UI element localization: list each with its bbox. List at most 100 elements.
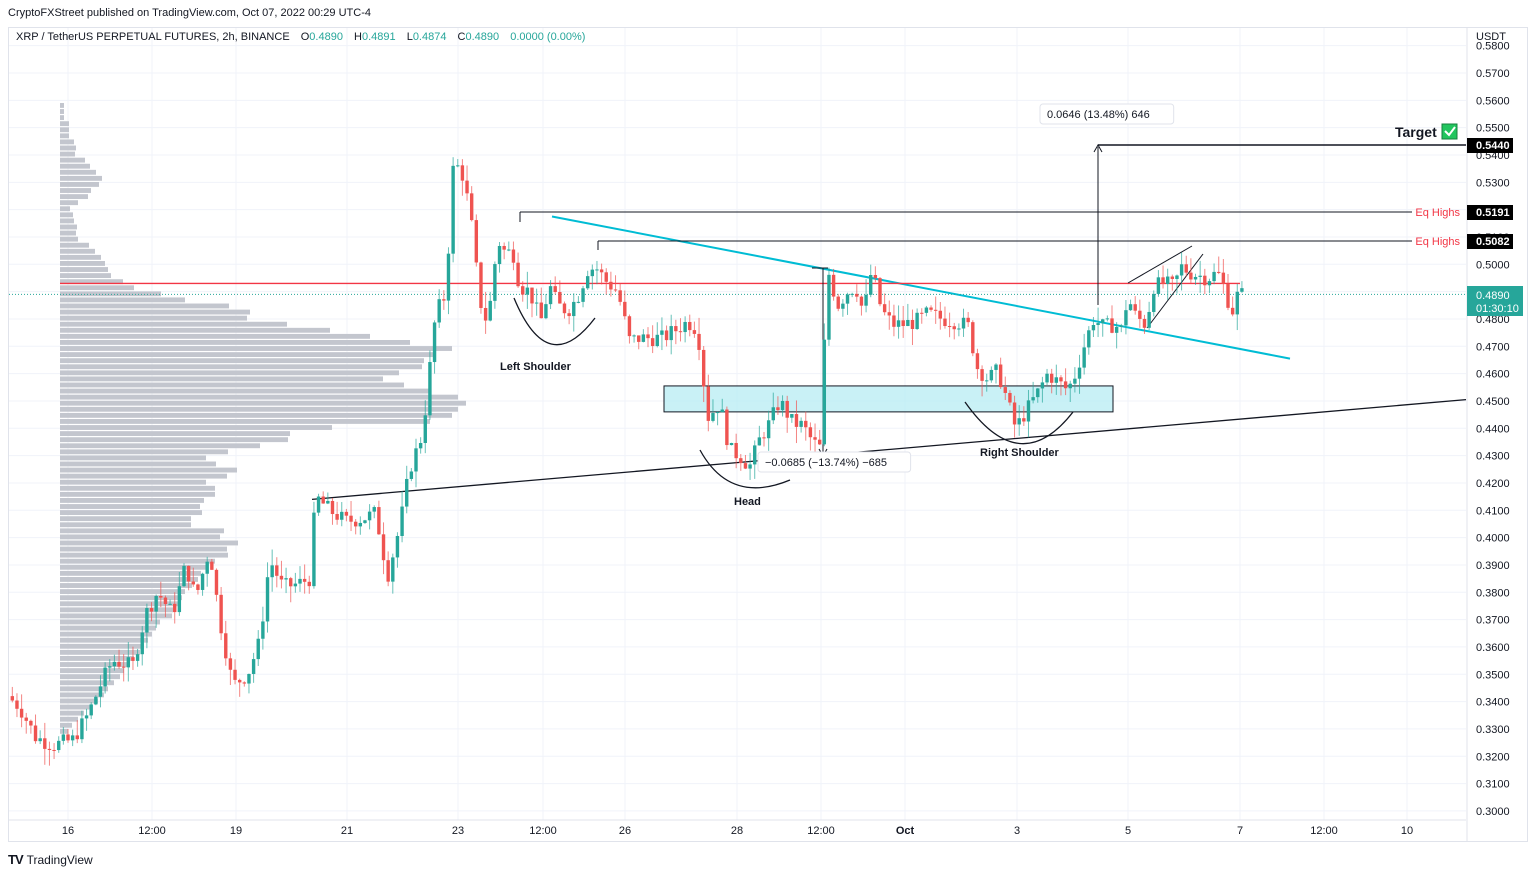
- volume-profile-bar: [60, 613, 172, 619]
- last-price-tag: [1467, 286, 1523, 316]
- candle-down: [1008, 392, 1012, 403]
- volume-profile-bar: [60, 145, 76, 151]
- price-tag-label[interactable]: 0.5082: [1476, 236, 1510, 248]
- demand-zone[interactable]: [663, 385, 1114, 413]
- check-mark-icon: [1444, 126, 1456, 137]
- pattern-label[interactable]: Right Shoulder: [980, 447, 1060, 459]
- price-tick-label: 0.5800: [1476, 41, 1510, 53]
- measure-label-box[interactable]: [1039, 103, 1175, 125]
- candle-up: [989, 369, 994, 381]
- candle-down: [1049, 373, 1054, 383]
- volume-profile-bar: [60, 479, 206, 485]
- candle-up: [641, 334, 646, 342]
- candle-up: [70, 735, 75, 741]
- right-shoulder-arc[interactable]: [964, 401, 1074, 445]
- drawing-lines[interactable]: [9, 143, 1467, 500]
- eq-highs-label[interactable]: Eq Highs: [1415, 207, 1460, 219]
- candle-down: [1226, 283, 1230, 308]
- volume-profile-bar: [60, 498, 204, 503]
- candle-down: [892, 315, 896, 327]
- volume-profile-bar: [60, 631, 152, 637]
- candle-down: [1203, 275, 1207, 286]
- candle-up: [906, 319, 910, 327]
- grid: [9, 28, 1466, 820]
- volume-profile-bar: [60, 728, 68, 734]
- volume-profile-bar: [60, 637, 148, 643]
- candle-down: [307, 581, 311, 587]
- candle-down: [762, 437, 766, 439]
- candle-down: [674, 326, 678, 332]
- candle-up: [312, 512, 316, 587]
- annotations[interactable]: Left Shoulder Head Right Shoulder 0.0646 (1…: [500, 103, 1460, 508]
- price-tick-label: 0.4500: [1476, 396, 1510, 408]
- candle-down: [344, 511, 349, 516]
- last-price-value[interactable]: 0.4890: [1476, 290, 1510, 302]
- time-axis[interactable]: 16 12:00 19 21 23 12:00 26 28 12:00 Oct 3 5 7 12:00 10: [9, 819, 1466, 837]
- time-tick-label: 16: [62, 825, 74, 837]
- time-tick-label: 10: [1401, 825, 1413, 837]
- pattern-label[interactable]: Left Shoulder: [500, 361, 572, 373]
- measure-label: 0.0646 (13.48%) 646: [1047, 109, 1150, 121]
- time-tick-label: 12:00: [807, 825, 835, 837]
- candle-down: [627, 316, 632, 337]
- candle-up: [525, 287, 530, 295]
- target-label[interactable]: Target: [1395, 124, 1437, 140]
- time-tick-label: 28: [731, 825, 743, 837]
- volume-profile-bar: [60, 364, 422, 370]
- volume-profile-bar: [60, 406, 458, 412]
- price-tag-label[interactable]: 0.5440: [1476, 140, 1510, 152]
- measure-label: −0.0685 (−13.74%) −685: [765, 457, 887, 469]
- volume-profile-bar: [60, 182, 99, 187]
- candle-down: [776, 407, 780, 411]
- candle-down: [530, 287, 534, 304]
- wedge-upper[interactable]: [1127, 245, 1193, 284]
- eq-highs-label[interactable]: Eq Highs: [1415, 236, 1460, 248]
- left-shoulder-arc[interactable]: [513, 297, 596, 346]
- volume-profile-bar: [60, 467, 237, 473]
- measure-label-box[interactable]: [757, 451, 912, 473]
- price-axis[interactable]: 0.58000.57000.56000.55000.54000.53000.52…: [1466, 28, 1523, 842]
- time-tick-label: 5: [1125, 825, 1131, 837]
- time-tick-label: 3: [1014, 825, 1020, 837]
- price-tag-label[interactable]: 0.5191: [1476, 207, 1510, 219]
- descending-trendline[interactable]: [551, 215, 1291, 360]
- candle-up: [1077, 367, 1082, 379]
- candle-up: [395, 535, 400, 558]
- volume-profile-bar: [60, 437, 288, 443]
- candle-down: [553, 286, 557, 293]
- pattern-label[interactable]: Head: [734, 496, 761, 508]
- volume-profile-bar: [60, 662, 130, 667]
- demand-zone-rect[interactable]: [663, 385, 1114, 413]
- candle-down: [558, 292, 562, 304]
- volume-profile-bar: [60, 686, 108, 692]
- volume-profile-bar: [60, 643, 144, 649]
- volume-profile-bar: [60, 577, 198, 582]
- high-label: H: [354, 31, 362, 43]
- candle-down: [186, 565, 191, 582]
- tradingview-logo[interactable]: TV TradingView: [8, 852, 93, 867]
- candle-down: [623, 301, 627, 317]
- time-tick-label: 21: [341, 825, 353, 837]
- volume-profile-bar: [60, 358, 424, 364]
- candle-down: [1184, 264, 1188, 273]
- price-tick-label: 0.3600: [1476, 642, 1510, 654]
- neckline-ascending[interactable]: [311, 398, 1467, 500]
- candle-up: [850, 293, 854, 295]
- volume-profile-bar: [60, 340, 410, 345]
- candle-down: [1161, 277, 1165, 285]
- candle-up: [660, 330, 664, 335]
- candle-up: [205, 561, 209, 574]
- time-tick-label: Oct: [896, 825, 915, 837]
- candle-up: [154, 596, 158, 612]
- head-arc[interactable]: [699, 449, 791, 489]
- volume-profile-bar: [60, 333, 370, 339]
- candle-down: [474, 220, 479, 263]
- candle-up: [864, 294, 868, 306]
- volume-profile-bar: [60, 558, 215, 564]
- candle-down: [502, 245, 506, 250]
- wedge-lower[interactable]: [1146, 253, 1204, 329]
- candle-down: [219, 594, 223, 634]
- volume-profile-bar: [60, 704, 92, 710]
- candle-up: [669, 326, 673, 341]
